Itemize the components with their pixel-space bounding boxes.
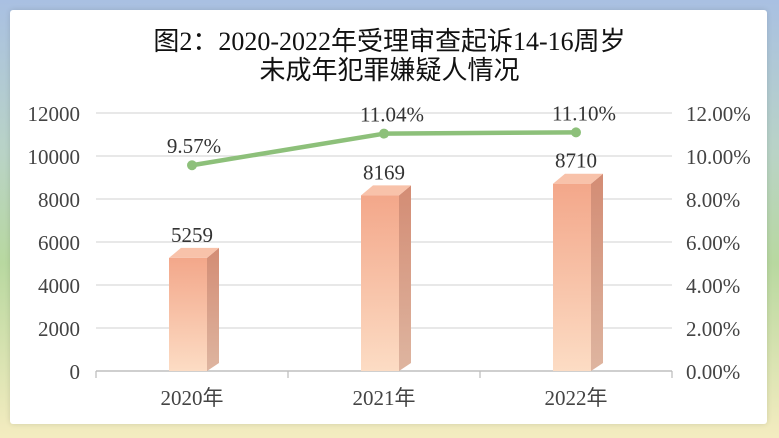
bar	[553, 183, 591, 371]
bar	[361, 195, 399, 371]
left-axis-tick: 6000	[38, 231, 80, 255]
left-axis-tick: 12000	[28, 102, 81, 126]
bar-top	[169, 247, 219, 258]
right-axis-tick: 6.00%	[686, 231, 740, 255]
right-axis-tick: 2.00%	[686, 317, 740, 341]
right-axis-tick: 10.00%	[686, 145, 751, 169]
right-axis-tick: 0.00%	[686, 360, 740, 384]
line-data-label: 11.10%	[552, 101, 616, 125]
bar-side	[399, 185, 411, 371]
left-axis-tick: 4000	[38, 274, 80, 298]
chart-title-line1: 图2：2020-2022年受理审查起诉14-16周岁	[153, 27, 626, 56]
line-marker	[571, 127, 581, 138]
bar-side	[591, 173, 603, 371]
left-axis-tick: 10000	[28, 145, 81, 169]
left-axis-tick: 8000	[38, 188, 80, 212]
right-axis-tick: 4.00%	[686, 274, 740, 298]
chart-title-line2: 未成年犯罪嫌疑人情况	[259, 56, 520, 85]
bar-top	[553, 173, 603, 184]
x-axis-label: 2022年	[545, 386, 608, 410]
x-axis-label: 2020年	[161, 386, 224, 410]
bar-side	[207, 247, 219, 371]
line-marker	[379, 128, 389, 139]
left-axis-tick: 0	[70, 360, 81, 384]
right-axis-tick: 8.00%	[686, 188, 740, 212]
right-axis-tick: 12.00%	[686, 102, 751, 126]
bar-data-label: 8710	[555, 149, 597, 173]
bar-top	[361, 185, 411, 196]
bar-data-label: 8169	[363, 160, 405, 184]
line-marker	[187, 160, 197, 171]
x-axis-label: 2021年	[353, 386, 416, 410]
line-data-label: 11.04%	[360, 103, 424, 127]
bar	[169, 257, 207, 371]
left-axis-tick: 2000	[38, 317, 80, 341]
bar-data-label: 5259	[171, 223, 213, 247]
line-data-label: 9.57%	[167, 134, 221, 158]
